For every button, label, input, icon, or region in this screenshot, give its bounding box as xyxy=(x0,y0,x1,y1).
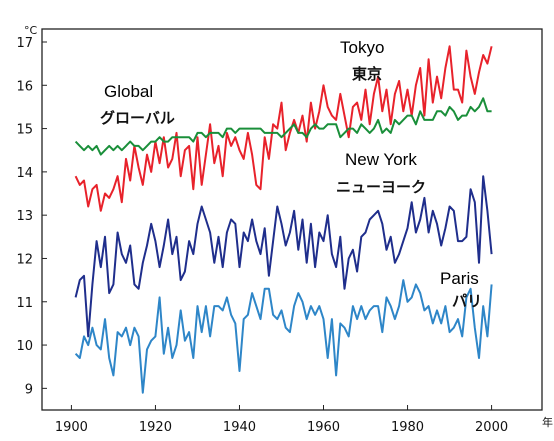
paris-label-jp: パリ xyxy=(452,292,482,310)
y-tick-label: 10 xyxy=(16,339,33,354)
tokyo-label-jp: 東京 xyxy=(352,65,382,83)
y-tick-label: 12 xyxy=(16,252,33,267)
tokyo-series-line xyxy=(74,45,493,212)
y-tick-label: 14 xyxy=(16,166,33,181)
global-series-line xyxy=(74,97,492,156)
x-axis: 1900 1920 1940 1960 1980 2000 xyxy=(55,405,508,435)
global-label-jp: グローバル xyxy=(100,109,175,127)
newyork-label-jp: ニューヨーク xyxy=(336,178,426,196)
plot-frame xyxy=(41,28,543,411)
x-tick-label: 1900 xyxy=(55,420,88,435)
y-tick-label: 11 xyxy=(16,296,33,311)
paris-series-line xyxy=(74,279,493,394)
x-tick-label: 1980 xyxy=(391,420,424,435)
y-tick-label: 16 xyxy=(16,79,33,94)
global-label: Global xyxy=(104,82,153,101)
newyork-label: New York xyxy=(345,150,417,169)
x-tick-label: 1960 xyxy=(307,420,340,435)
x-axis-unit: 年 xyxy=(542,415,553,429)
y-axis-unit: °C xyxy=(24,24,38,37)
y-tick-label: 9 xyxy=(25,382,33,397)
series-lines xyxy=(74,45,493,394)
y-axis: 9 10 11 12 13 14 15 16 17 xyxy=(16,36,47,397)
x-tick-label: 2000 xyxy=(475,420,508,435)
y-tick-label: 13 xyxy=(16,209,33,224)
paris-label: Paris xyxy=(440,269,479,288)
tokyo-label: Tokyo xyxy=(340,38,384,57)
x-tick-label: 1940 xyxy=(223,420,256,435)
y-tick-label: 17 xyxy=(16,36,33,51)
y-tick-label: 15 xyxy=(16,123,33,138)
x-tick-label: 1920 xyxy=(139,420,172,435)
new-york-series-line xyxy=(74,175,493,338)
